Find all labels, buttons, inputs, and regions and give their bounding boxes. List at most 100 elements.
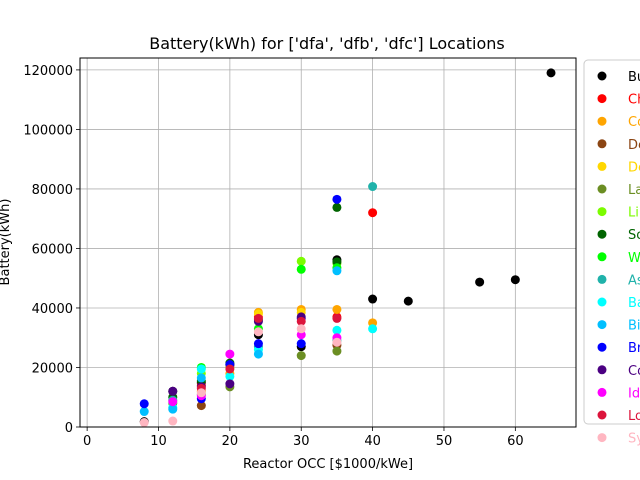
data-point	[332, 202, 342, 212]
data-point	[253, 327, 263, 337]
data-point	[296, 316, 306, 326]
data-point	[225, 371, 235, 381]
x-tick-label: 40	[364, 434, 381, 449]
legend-marker	[597, 161, 607, 171]
data-point	[403, 296, 413, 306]
y-tick-label: 120000	[23, 64, 73, 79]
data-point	[368, 324, 378, 334]
legend-label: De	[628, 160, 640, 175]
legend-label: Ch	[628, 93, 640, 108]
data-point	[168, 404, 178, 414]
legend-marker	[597, 274, 607, 284]
data-points	[139, 68, 556, 428]
plot-frame	[79, 57, 577, 428]
grid	[80, 58, 576, 428]
data-point	[225, 349, 235, 359]
data-point	[332, 313, 342, 323]
data-point	[332, 194, 342, 204]
y-tick-label: 60000	[32, 242, 73, 257]
legend-marker	[597, 184, 607, 194]
data-point	[475, 277, 485, 287]
legend-label: Ba	[628, 296, 640, 311]
legend-marker	[597, 342, 607, 352]
legend-marker	[597, 433, 607, 443]
legend-label: De	[628, 138, 640, 153]
data-point	[296, 339, 306, 349]
legend-label: Br	[628, 341, 640, 356]
legend: Bu Ch Co De De La Li So W As Ba Bi Br Co Id Lo Sy	[583, 59, 640, 447]
legend-marker	[597, 139, 607, 149]
y-tick-label: 40000	[32, 302, 73, 317]
data-point	[168, 416, 178, 426]
data-point	[296, 351, 306, 361]
data-point	[368, 208, 378, 218]
data-point	[332, 304, 342, 314]
legend-label: Bu	[628, 70, 640, 85]
data-point	[253, 339, 263, 349]
data-point	[332, 266, 342, 276]
data-point	[168, 386, 178, 396]
data-point	[510, 275, 520, 285]
legend-label: Sy	[628, 432, 640, 447]
legend-marker	[597, 207, 607, 217]
legend-marker	[597, 410, 607, 420]
legend-label: W	[628, 251, 640, 266]
data-point	[225, 379, 235, 389]
legend-marker	[597, 116, 607, 126]
legend-label: Lo	[628, 409, 640, 424]
data-point	[196, 364, 206, 374]
data-point	[296, 256, 306, 266]
legend-label: Co	[628, 115, 640, 130]
data-point	[196, 401, 206, 411]
data-point	[139, 418, 149, 428]
x-tick-label: 0	[83, 434, 91, 449]
data-point	[225, 364, 235, 374]
legend-box	[583, 59, 640, 425]
legend-label: So	[628, 228, 640, 243]
data-point	[368, 294, 378, 304]
legend-marker	[597, 387, 607, 397]
chart-title: Battery(kWh) for ['dfa', 'dfb', 'dfc'] L…	[149, 34, 505, 53]
data-point	[332, 337, 342, 347]
y-axis-label: Battery(kWh)	[0, 199, 13, 286]
axis-ticks: 0 10 20 30 40 50 60 0 20000 40000 60000 80000 100000…	[23, 64, 523, 449]
data-point	[253, 313, 263, 323]
x-tick-label: 30	[293, 434, 310, 449]
legend-label: Li	[628, 206, 639, 221]
data-point	[139, 399, 149, 409]
y-tick-label: 20000	[32, 361, 73, 376]
legend-marker	[597, 297, 607, 307]
data-point	[168, 397, 178, 407]
data-point	[332, 325, 342, 335]
x-tick-label: 10	[150, 434, 167, 449]
legend-marker	[597, 229, 607, 239]
data-point	[296, 264, 306, 274]
legend-label: Co	[628, 364, 640, 379]
x-axis-label: Reactor OCC [$1000/kWe]	[243, 457, 413, 472]
x-tick-label: 60	[507, 434, 524, 449]
legend-label: Id	[628, 386, 640, 401]
data-point	[196, 373, 206, 383]
legend-label: As	[628, 273, 640, 288]
legend-marker	[597, 71, 607, 81]
legend-marker	[597, 94, 607, 104]
y-tick-label: 0	[65, 421, 73, 436]
y-tick-label: 100000	[23, 123, 73, 138]
data-point	[139, 407, 149, 417]
x-tick-label: 50	[436, 434, 453, 449]
data-point	[332, 346, 342, 356]
data-point	[546, 68, 556, 78]
legend-marker	[597, 365, 607, 375]
legend-marker	[597, 320, 607, 330]
legend-label: La	[628, 183, 640, 198]
legend-label: Bi	[628, 319, 640, 334]
data-point	[368, 182, 378, 192]
x-tick-label: 20	[222, 434, 239, 449]
y-tick-label: 80000	[32, 183, 73, 198]
data-point	[253, 349, 263, 359]
data-point	[296, 324, 306, 334]
legend-marker	[597, 252, 607, 262]
data-point	[196, 388, 206, 398]
